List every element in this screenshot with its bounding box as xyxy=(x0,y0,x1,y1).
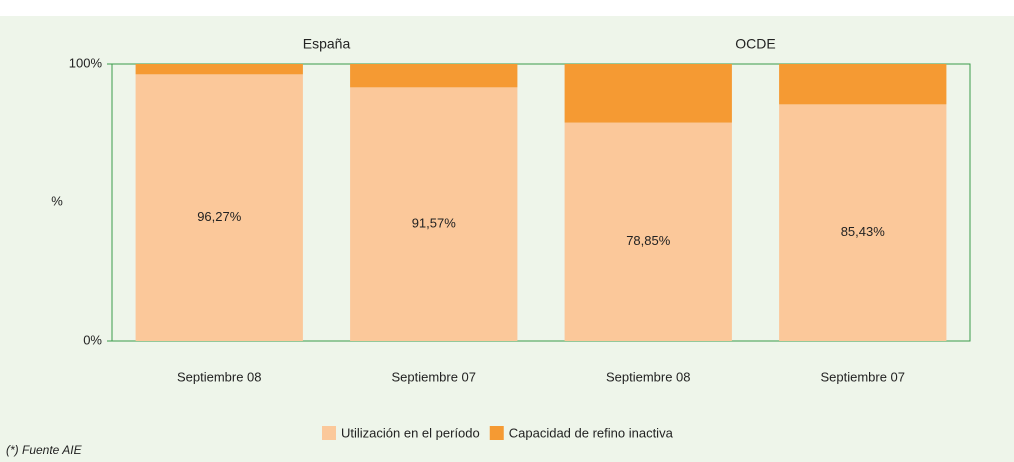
x-tick-label: Septiembre 08 xyxy=(606,369,691,384)
y-tick-label: 0% xyxy=(83,332,102,347)
bar-segment xyxy=(135,64,303,75)
legend-label: Capacidad de refino inactiva xyxy=(509,425,674,440)
bar-segment xyxy=(135,74,303,342)
y-tick-label: 100% xyxy=(69,55,103,70)
bar-segment xyxy=(779,104,947,341)
bar-segment xyxy=(564,122,732,341)
group-label: OCDE xyxy=(735,36,775,52)
x-tick-label: Septiembre 08 xyxy=(177,369,262,384)
bar-segment xyxy=(350,87,518,341)
group-label: España xyxy=(303,36,351,52)
value-label: 78,85% xyxy=(626,233,671,248)
x-tick-label: Septiembre 07 xyxy=(820,369,905,384)
legend-swatch xyxy=(489,426,504,440)
footnote: (*) Fuente AIE xyxy=(6,443,83,457)
plot-area xyxy=(111,63,971,342)
bar-segment xyxy=(779,64,947,105)
y-axis-label: % xyxy=(51,193,63,208)
x-tick-label: Septiembre 07 xyxy=(391,369,476,384)
value-label: 91,57% xyxy=(412,216,457,231)
legend-swatch xyxy=(322,426,336,440)
bar-segment xyxy=(564,64,732,123)
value-label: 96,27% xyxy=(197,209,242,224)
bar-segment xyxy=(350,64,518,88)
legend-label: Utilización en el período xyxy=(341,425,480,440)
value-label: 85,43% xyxy=(841,224,886,239)
